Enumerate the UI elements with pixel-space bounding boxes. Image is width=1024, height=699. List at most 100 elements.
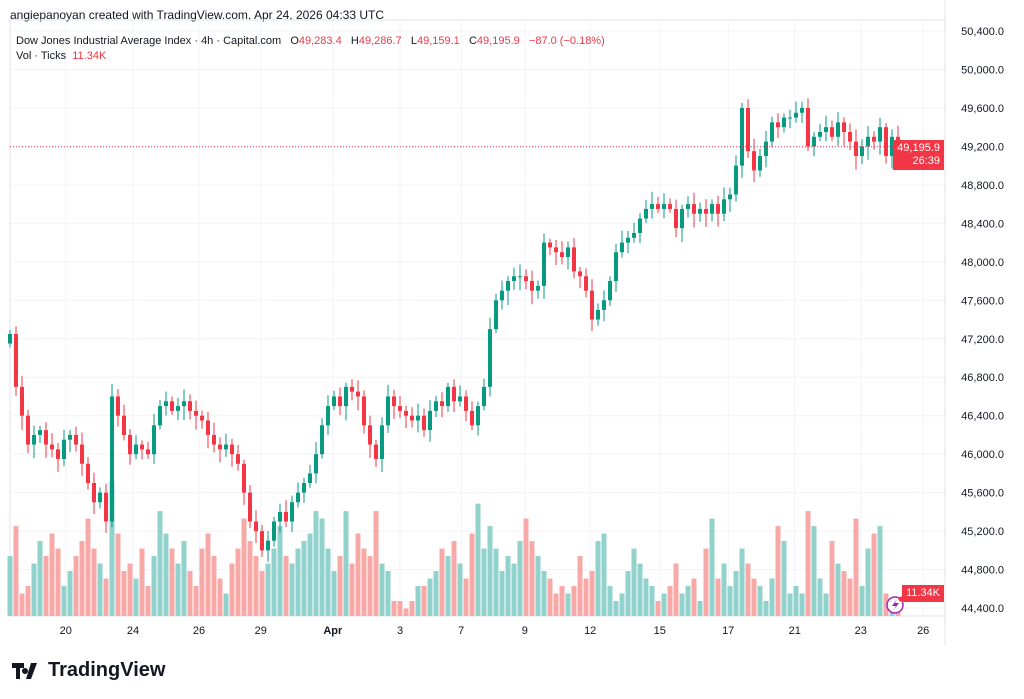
candle-body [92, 483, 96, 503]
volume-bar [865, 548, 871, 616]
y-tick-label: 44,400.0 [961, 603, 1004, 615]
candle-body [128, 434, 132, 455]
candle-body [866, 136, 870, 147]
x-tick-label: 23 [855, 625, 867, 637]
candle-body [110, 396, 114, 522]
volume-bar [751, 578, 757, 616]
volume-bar [691, 578, 697, 616]
change-value: −87.0 (−0.18%) [528, 35, 605, 47]
volume-bar [535, 556, 541, 616]
volume-bar [367, 556, 373, 616]
volume-bar [523, 518, 529, 616]
volume-bar [559, 586, 565, 616]
candle-body [56, 449, 60, 459]
x-tick-label: 21 [789, 625, 801, 637]
volume-bar [319, 518, 325, 616]
volume-bar [235, 548, 241, 616]
candle-body [38, 430, 42, 435]
volume-bar [859, 586, 865, 616]
volume-bar [727, 586, 733, 616]
candle-body [686, 204, 690, 209]
volume-bar [577, 556, 583, 616]
candle-body [104, 492, 108, 522]
volume-bar [43, 556, 49, 616]
candle-body [854, 141, 858, 157]
x-tick-label: 20 [60, 625, 72, 637]
volume-bar [493, 548, 499, 616]
volume-bar [571, 586, 577, 616]
tradingview-logo-icon [12, 662, 37, 679]
volume-bar [229, 563, 235, 616]
volume-bar [673, 563, 679, 616]
candle-body [782, 117, 786, 128]
volume-bar [25, 586, 31, 616]
volume-bar [469, 533, 475, 616]
volume-bar [403, 608, 409, 616]
volume-bar [703, 548, 709, 616]
candle-body [32, 434, 36, 445]
volume-bar [733, 571, 739, 616]
volume-bar [823, 593, 829, 616]
candle-body [8, 333, 12, 344]
volume-bar [853, 518, 859, 616]
candle-body [68, 434, 72, 440]
volume-bar [271, 548, 277, 616]
volume-bar [253, 556, 259, 616]
candle-body [284, 511, 288, 522]
bar-countdown: 26:39 [912, 155, 940, 167]
volume-bar [799, 593, 805, 616]
volume-label[interactable]: Vol · Ticks [16, 50, 67, 62]
volume-bar [415, 586, 421, 616]
candle-body [386, 396, 390, 426]
candle-body [440, 401, 444, 407]
high-value: 49,286.7 [358, 35, 402, 47]
y-tick-label: 50,400.0 [961, 26, 1004, 38]
candle-body [470, 410, 474, 426]
candle-body [662, 204, 666, 209]
y-tick-label: 48,000.0 [961, 257, 1004, 269]
volume-bar [487, 526, 493, 616]
candle-body [260, 531, 264, 551]
tradingview-logo[interactable]: TradingView [12, 659, 165, 682]
chart-credit: angiepanoyan created with TradingView.co… [10, 8, 385, 22]
volume-bar [211, 556, 217, 616]
volume-bar [439, 548, 445, 616]
candle-body [680, 208, 684, 229]
volume-bar [157, 511, 163, 616]
candle-body [170, 401, 174, 411]
candle-body [554, 247, 558, 253]
x-tick-label: 24 [127, 625, 139, 637]
volume-bar [697, 601, 703, 616]
volume-bar [841, 571, 847, 616]
volume-bar [133, 578, 139, 616]
volume-bar [709, 518, 715, 616]
candle-body [14, 333, 18, 387]
candle-body [452, 386, 456, 402]
volume-bar [247, 541, 253, 616]
symbol-title[interactable]: Dow Jones Industrial Average Index · 4h … [16, 35, 282, 47]
lightning-bolt-icon [892, 599, 899, 611]
candle-body [650, 204, 654, 209]
candle-body [698, 208, 702, 214]
candle-body [332, 396, 336, 407]
volume-tag: 11.34K [901, 585, 944, 602]
candle-body [530, 281, 534, 291]
candle-body [134, 444, 138, 455]
candle-body [356, 391, 360, 397]
candle-body [188, 401, 192, 411]
volume-bar [529, 541, 535, 616]
candle-body [308, 473, 312, 484]
candle-body [776, 122, 780, 128]
candle-body [224, 444, 228, 450]
volume-bar [115, 533, 121, 616]
candle-body [272, 521, 276, 541]
candle-body [146, 449, 150, 455]
volume-bar [7, 556, 13, 616]
volume-bar [745, 563, 751, 616]
candle-body [26, 415, 30, 445]
candle-body [302, 483, 306, 493]
candle-body [506, 281, 510, 291]
candle-body [218, 444, 222, 450]
candle-body [338, 396, 342, 407]
